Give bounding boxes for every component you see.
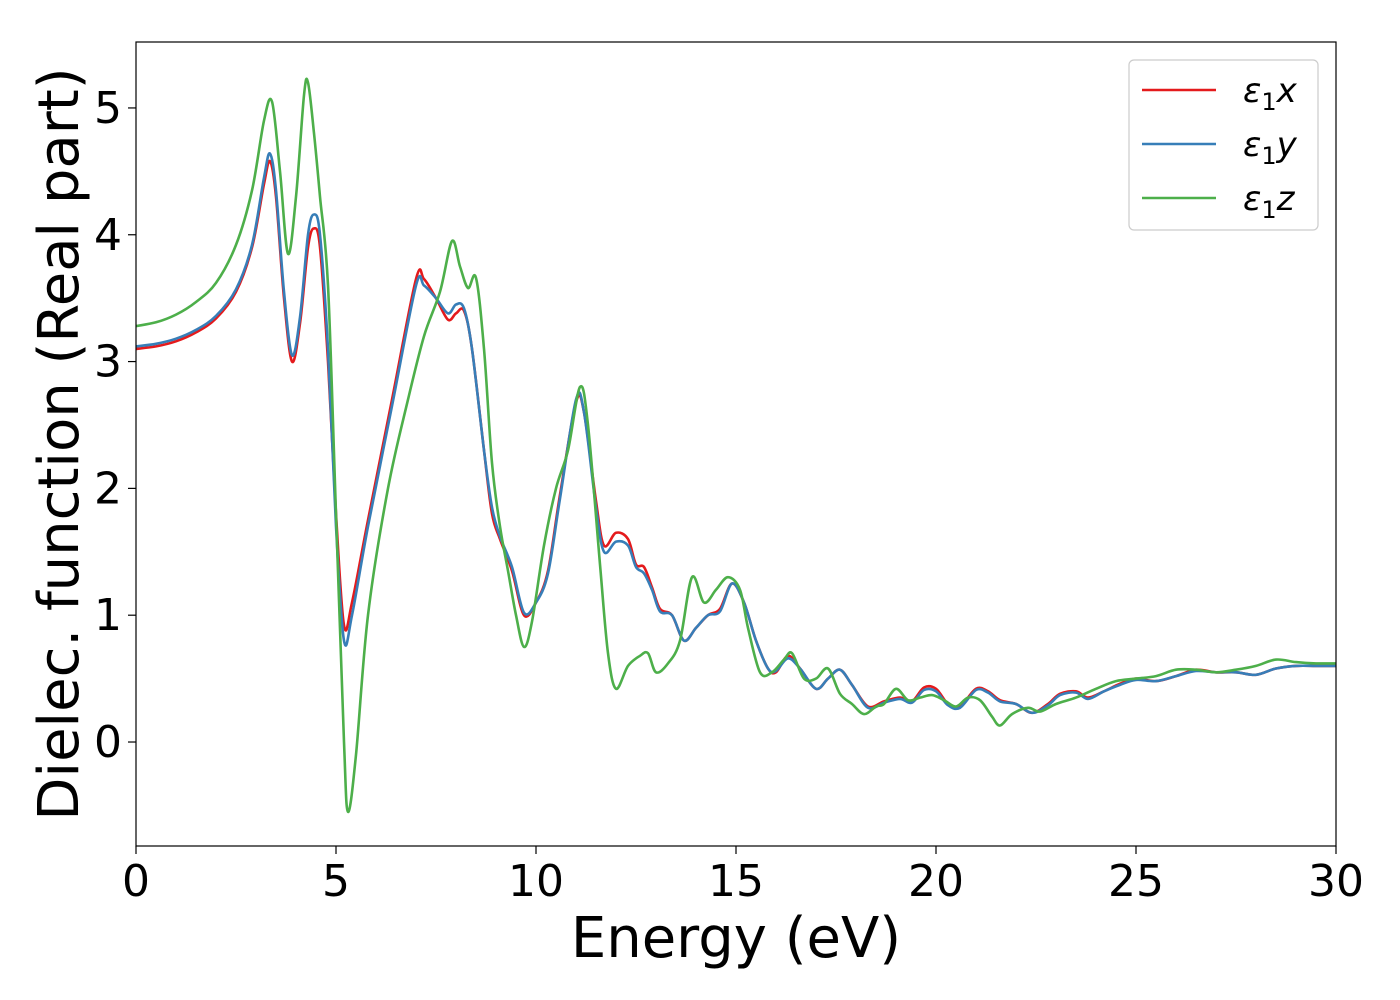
y-tick-label: 0 (94, 717, 122, 768)
series-line-y (136, 152, 1336, 715)
y-axis-ticks: 0 1 2 3 4 5 (94, 83, 136, 768)
legend-label-y: ε1y (1243, 125, 1298, 170)
y-tick-label: 1 (94, 590, 122, 641)
x-tick-label: 30 (1308, 856, 1364, 907)
x-tick-label: 15 (708, 856, 764, 907)
x-tick-label: 0 (122, 856, 150, 907)
y-tick-label: 5 (94, 83, 122, 134)
legend-label-z: ε1z (1243, 179, 1296, 224)
x-axis-label: Energy (eV) (571, 906, 901, 971)
series-layer (136, 77, 1336, 814)
x-axis-ticks: 0 5 10 15 20 25 30 (122, 846, 1364, 907)
legend-frame (1128, 59, 1319, 231)
y-axis-label: Dielec. function (Real part) (27, 67, 92, 820)
x-tick-label: 5 (322, 856, 350, 907)
x-tick-label: 25 (1108, 856, 1164, 907)
legend: ε1x ε1y ε1z (1128, 59, 1319, 231)
x-tick-label: 10 (508, 856, 564, 907)
series-line-z (136, 77, 1336, 814)
y-tick-label: 3 (94, 337, 122, 388)
legend-label-x: ε1x (1243, 71, 1298, 116)
x-tick-label: 20 (908, 856, 964, 907)
y-tick-label: 4 (94, 210, 122, 261)
y-tick-label: 2 (94, 463, 122, 514)
